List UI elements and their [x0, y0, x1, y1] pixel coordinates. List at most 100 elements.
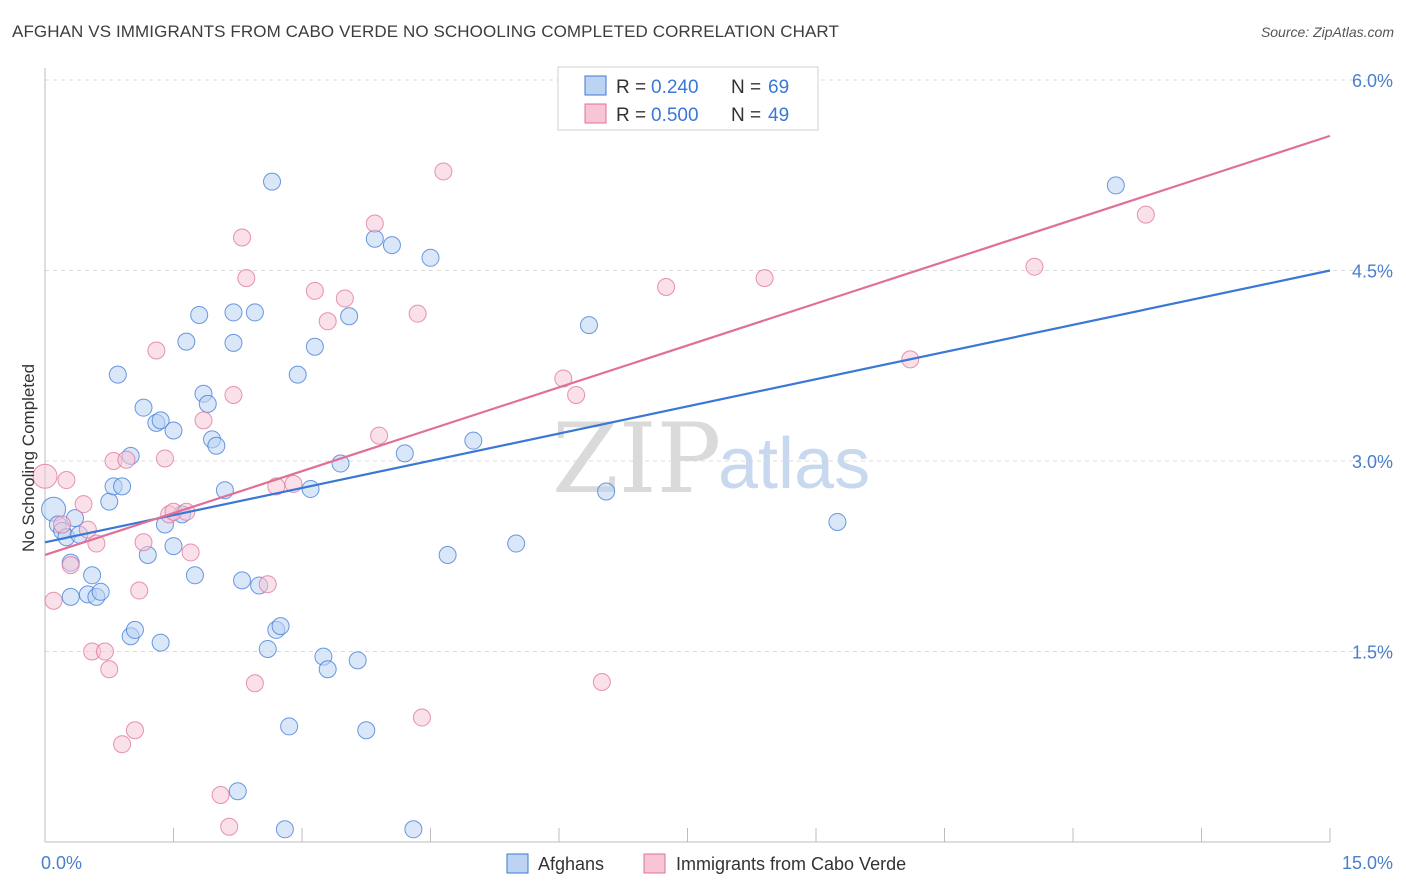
legend-n-label-1: N = [731, 77, 761, 98]
afghans-point-59 [395, 444, 414, 463]
y-tick-label-0: 1.5% [1352, 643, 1393, 663]
afghans-point-15 [108, 365, 127, 384]
afghans-point-22 [151, 411, 170, 430]
trend-lines [44, 134, 1331, 557]
afghans-point-37 [224, 303, 243, 322]
cabo-verde-point-36 [365, 214, 384, 233]
cabo-verde-point-28 [237, 269, 256, 288]
legend-swatch-afghans [584, 75, 607, 96]
afghans-point-12 [100, 492, 119, 511]
afghans-point-36 [224, 333, 243, 352]
cabo-verde-point-23 [194, 411, 213, 430]
cabo-verde-point-22 [181, 543, 200, 562]
cabo-verde-point-1 [44, 591, 63, 610]
cabo-verde-point-18 [155, 449, 174, 468]
legend-r-value-1: 0.240 [651, 77, 699, 98]
afghans-point-38 [228, 782, 247, 801]
afghans-point-23 [151, 633, 170, 652]
afghans-point-28 [177, 332, 196, 351]
cabo-verde-point-37 [370, 426, 389, 445]
legend-n-label-2: N = [731, 105, 761, 126]
cabo-verde-point-47 [1025, 257, 1044, 276]
cabo-verde-point-9 [95, 642, 114, 661]
afghans-point-18 [125, 620, 144, 639]
y-tick-label-3: 6.0% [1352, 71, 1393, 91]
bottom-legend: Afghans Immigrants from Cabo Verde [506, 853, 906, 874]
afghans-point-29 [185, 566, 204, 585]
afghans-point-67 [828, 512, 847, 531]
cabo-verde-point-42 [567, 385, 586, 404]
afghans-point-32 [198, 394, 217, 413]
legend-r-value-2: 0.500 [651, 105, 699, 126]
cabo-verde-point-27 [233, 228, 252, 247]
afghans-point-64 [507, 534, 526, 553]
cabo-verde-point-17 [147, 341, 166, 360]
bottom-legend-label-afghans: Afghans [538, 854, 604, 874]
afghans-point-58 [382, 236, 401, 255]
x-tick-labels: 0.0% 15.0% [41, 853, 1393, 873]
y-tick-label-2: 4.5% [1352, 262, 1393, 282]
axes [44, 68, 1331, 843]
source-credit: Source: ZipAtlas.com [1260, 24, 1394, 40]
cabo-verde-point-3 [57, 471, 76, 490]
afghans-point-30 [190, 305, 209, 324]
bottom-legend-swatch-cabo-verde [643, 853, 666, 874]
cabo-verde-point-44 [657, 278, 676, 297]
top-legend: R = 0.240 N = 69 R = 0.500 N = 49 [557, 66, 819, 131]
legend-r-label-2: R = [616, 105, 646, 126]
legend-n-value-2: 49 [768, 105, 789, 126]
cabo-verde-point-16 [134, 533, 153, 552]
afghans-point-11 [91, 582, 110, 601]
y-tick-label-1: 3.0% [1352, 452, 1393, 472]
afghans-point-68 [1106, 176, 1125, 195]
cabo-verde-point-26 [224, 385, 243, 404]
afghans-point-34 [207, 436, 226, 455]
chart-title: AFGHAN VS IMMIGRANTS FROM CABO VERDE NO … [12, 22, 839, 41]
afghans-point-40 [245, 303, 264, 322]
afghans-point-8 [83, 566, 102, 585]
cabo-verde-point-48 [1136, 205, 1155, 224]
afghans-point-57 [365, 229, 384, 248]
bottom-legend-label-cabo-verde: Immigrants from Cabo Verde [676, 854, 906, 874]
afghans-point-26 [164, 421, 183, 440]
cabo-verde-point-14 [125, 721, 144, 740]
afghans-point-61 [421, 248, 440, 267]
data-points [32, 162, 1155, 839]
watermark-atlas: atlas [718, 424, 870, 504]
afghans-point-46 [275, 820, 294, 839]
cabo-verde-trend-line [44, 134, 1331, 557]
cabo-verde-point-0 [32, 463, 58, 489]
cabo-verde-point-24 [211, 786, 230, 805]
cabo-verde-point-13 [117, 450, 136, 469]
afghans-point-39 [233, 571, 252, 590]
cabo-verde-point-40 [434, 162, 453, 181]
y-axis-label: No Schooling Completed [19, 364, 38, 552]
afghans-point-45 [271, 617, 290, 636]
y-tick-labels: 1.5% 3.0% 4.5% 6.0% [1352, 71, 1393, 663]
afghans-point-48 [288, 365, 307, 384]
bottom-legend-swatch-afghans [506, 853, 529, 874]
cabo-verde-point-45 [755, 269, 774, 288]
legend-n-value-1: 69 [768, 77, 789, 98]
cabo-verde-point-4 [61, 556, 80, 575]
cabo-verde-point-33 [305, 281, 324, 300]
legend-r-label-1: R = [616, 77, 646, 98]
cabo-verde-point-43 [592, 672, 611, 691]
cabo-verde-point-34 [318, 312, 337, 331]
afghans-point-50 [305, 337, 324, 356]
afghans-point-47 [280, 717, 299, 736]
legend-swatch-cabo-verde [584, 103, 607, 124]
x-tick-label-1: 15.0% [1342, 853, 1393, 873]
afghans-point-4 [61, 587, 80, 606]
afghans-point-60 [404, 820, 423, 839]
afghans-point-55 [348, 651, 367, 670]
grid-lines [45, 79, 1392, 652]
watermark-zip: ZIP [552, 403, 721, 515]
afghans-point-66 [597, 482, 616, 501]
x-tick-label-0: 0.0% [41, 853, 82, 873]
cabo-verde-point-15 [130, 581, 149, 600]
cabo-verde-point-5 [74, 495, 93, 514]
cabo-verde-point-12 [113, 735, 132, 754]
afghans-point-42 [258, 639, 277, 658]
